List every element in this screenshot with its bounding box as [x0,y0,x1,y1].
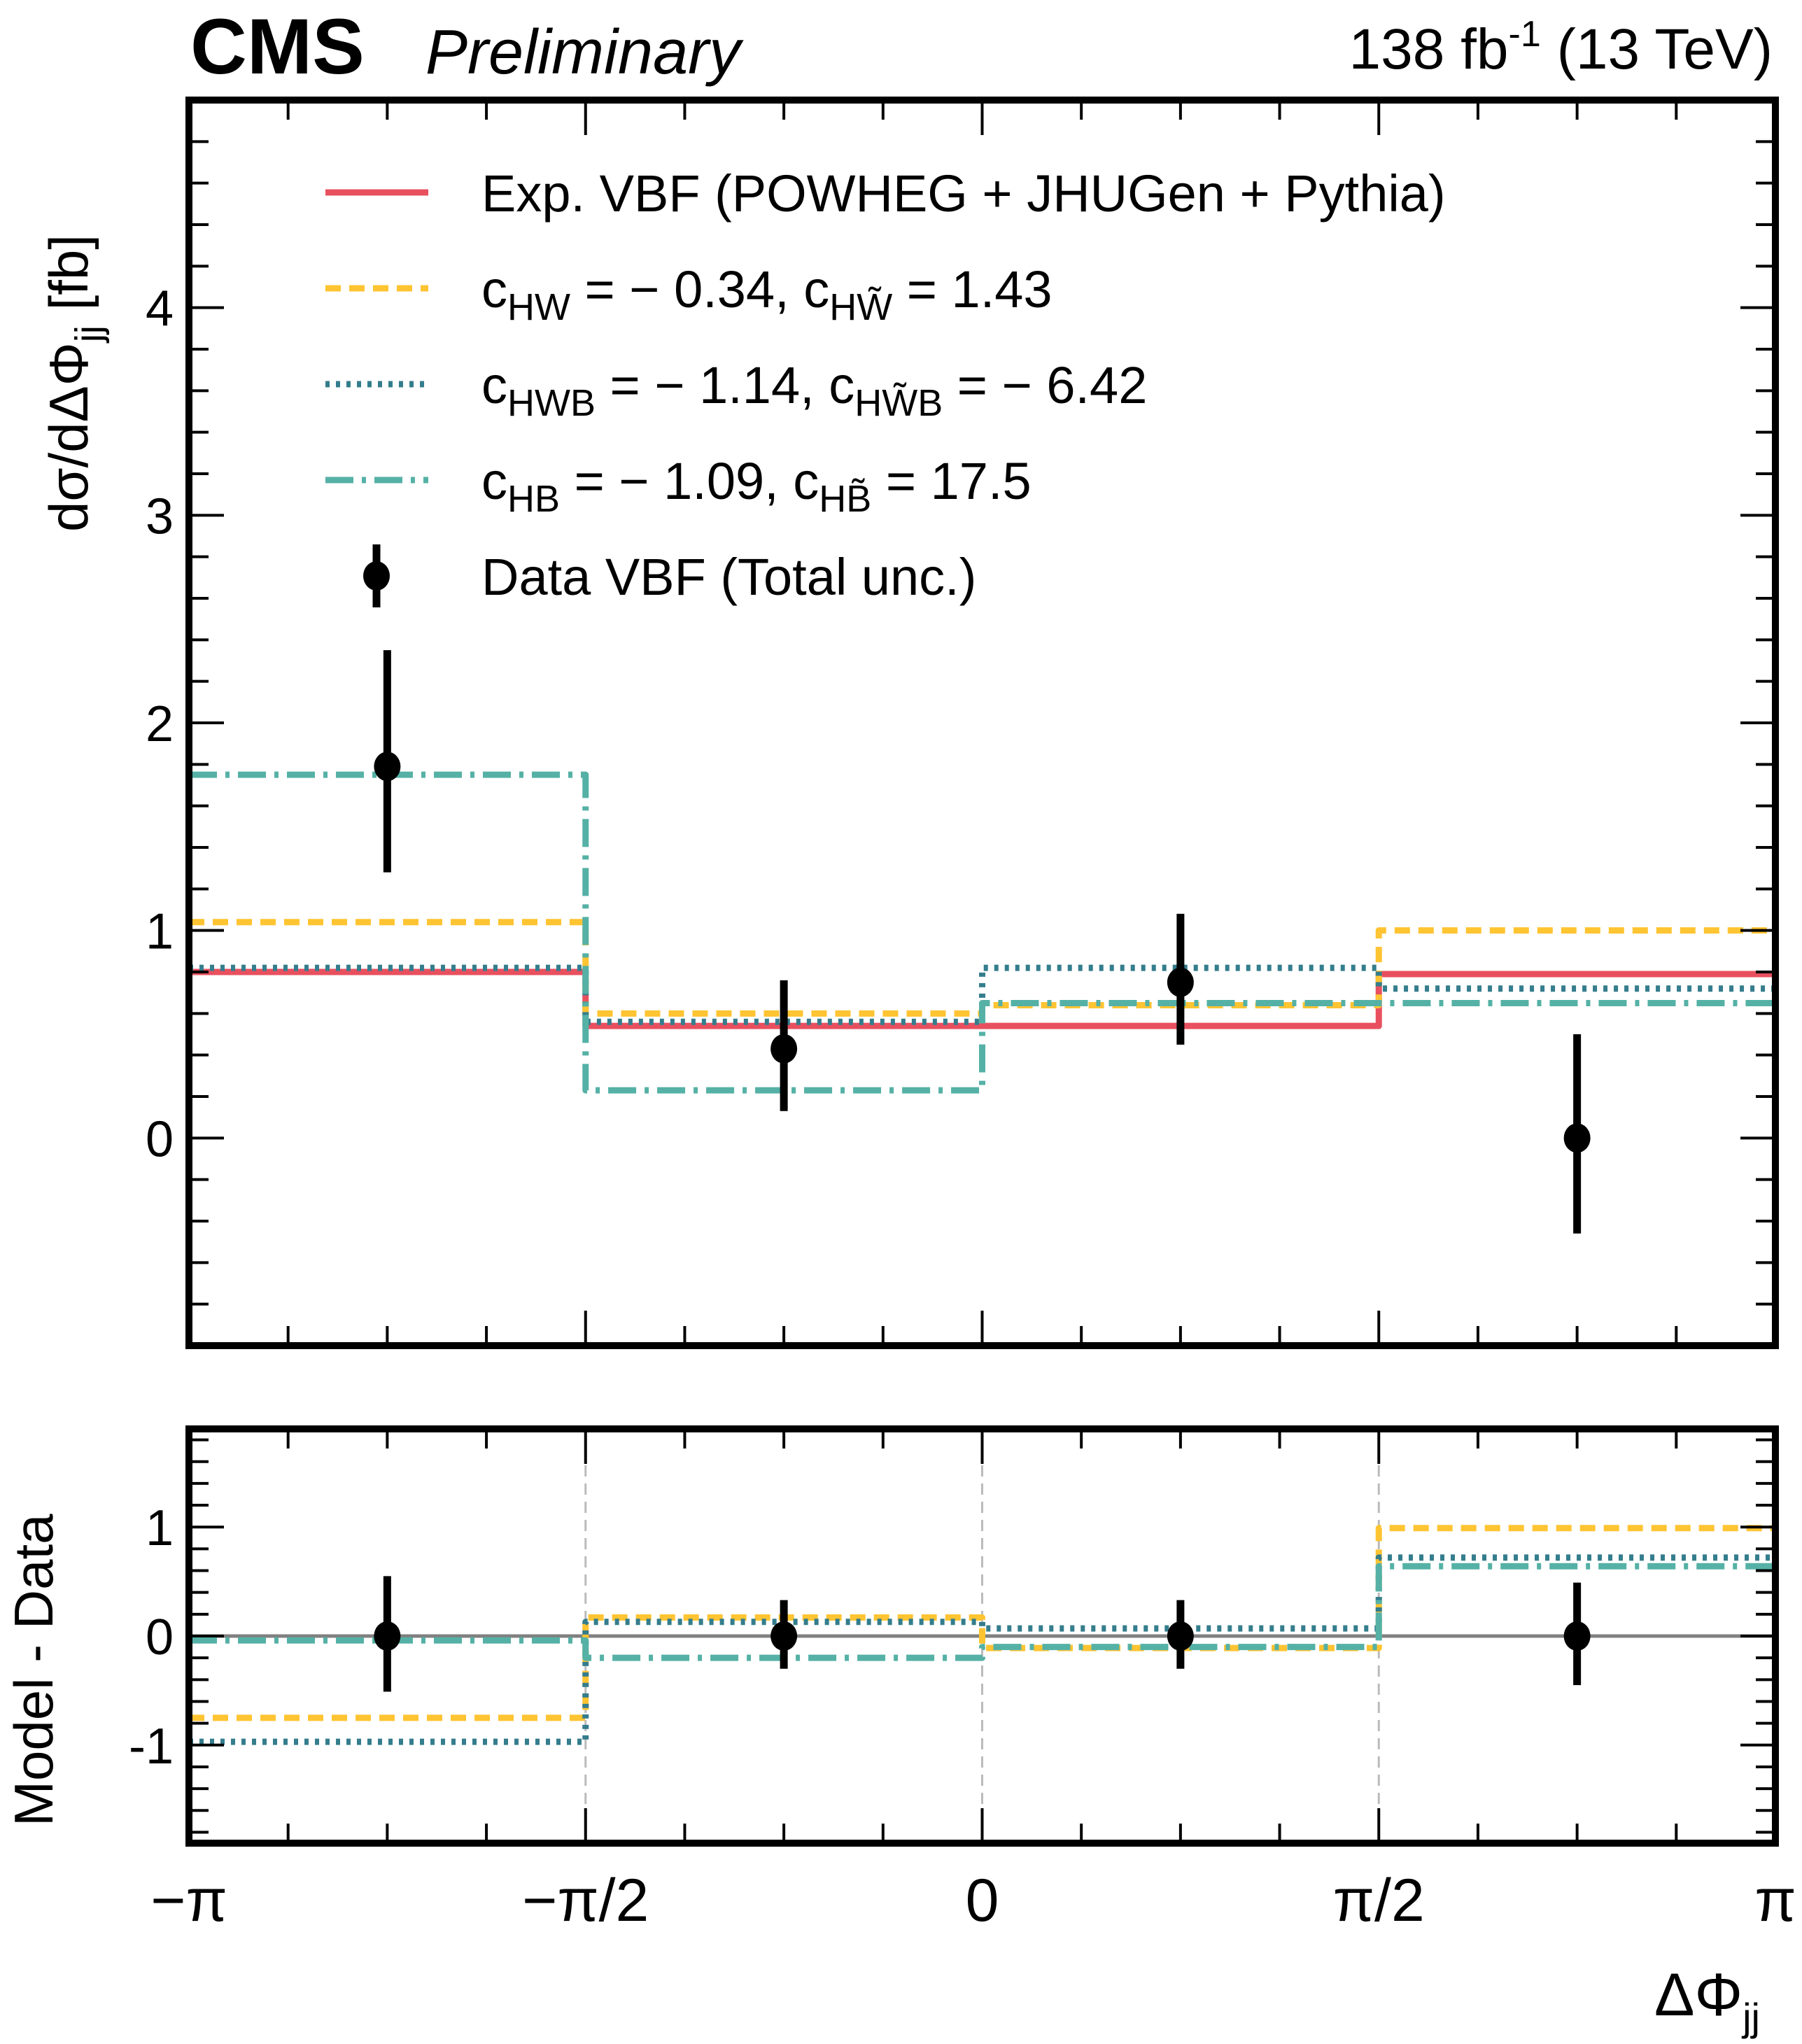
y-tick-label: 0 [146,1609,174,1665]
data-point [1167,1621,1194,1651]
legend-label-part: = 1.43 [892,260,1052,318]
legend-label: cHB = − 1.09, cHB̃ = 17.5 [481,452,1032,520]
legend-label-subscript: HW [507,286,570,328]
ratio-y-axis-title: Model - Data [3,1514,64,1826]
y-axis-title-sub: jj [68,325,110,344]
y-tick-label: -1 [129,1719,174,1775]
x-tick-label: π/2 [1333,1867,1425,1934]
legend-label-part: = − 6.42 [943,356,1147,414]
x-tick-label: 0 [966,1867,999,1934]
series-line-dotted [189,964,1775,1025]
legend-label-part: = − 1.09, c [560,452,819,510]
legend-label-part: c [481,452,507,510]
legend: Exp. VBF (POWHEG + JHUGen + Pythia)cHW =… [325,164,1446,607]
legend-label: cHW = − 0.34, cHW̃ = 1.43 [481,260,1053,328]
legend-entry: Data VBF (Total unc.) [363,544,976,607]
data-point [1563,1123,1591,1153]
energy-value [1541,17,1557,81]
legend-entry: cHW = − 0.34, cHW̃ = 1.43 [325,260,1053,328]
legend-label-subscript: HWB [507,382,596,424]
energy-label: (13 TeV) [1557,17,1773,81]
y-axis-title: dσ/dΔΦjj [fb] [38,234,110,532]
experiment-label: CMS [190,3,365,90]
main-panel: 0 1 2 3 4 dσ/dΔΦjj [fb] [38,97,1779,1349]
series-line-dashed [189,1525,1775,1721]
data-point [1167,967,1194,997]
series-line-dashdot [189,771,1775,1094]
legend-entry: cHWB = − 1.14, cHW̃B = − 6.42 [325,356,1147,424]
y-tick-label: 1 [146,904,174,960]
y-tick-label: 3 [146,488,174,544]
legend-label-part: = 17.5 [871,452,1031,510]
y-axis-title-unit: [fb] [38,234,99,325]
y-tick-label: 1 [146,1500,174,1556]
axes-frame [185,1425,1779,1847]
x-axis-title: ΔΦjj [1654,1961,1760,2039]
legend-entry: cHB = − 1.09, cHB̃ = 17.5 [325,452,1032,520]
axes-frame [185,97,1779,1349]
legend-label-part: c [481,260,507,318]
legend-label-subscript: HW̃ [829,286,892,328]
y-tick-label: 0 [146,1111,174,1167]
legend-label: Data VBF (Total unc.) [481,548,976,606]
chart-header: CMS Preliminary 138 fb-1 (13 TeV) [190,3,1773,90]
series-line-dashed [189,919,1775,1017]
legend-label: Exp. VBF (POWHEG + JHUGen + Pythia) [481,164,1446,223]
data-point [374,752,401,782]
data-point [1563,1621,1591,1651]
luminosity-label: 138 fb-1 (13 TeV) [1349,14,1773,81]
legend-handle-marker [363,561,390,591]
legend-label-part: = − 0.34, c [570,260,829,318]
legend-label: cHWB = − 1.14, cHW̃B = − 6.42 [481,356,1147,424]
luminosity-exponent: -1 [1509,14,1541,55]
legend-label-subscript: HW̃B [854,382,943,424]
data-point [374,1621,401,1651]
legend-entry: Exp. VBF (POWHEG + JHUGen + Pythia) [325,164,1446,223]
legend-label-subscript: HB̃ [819,478,871,520]
legend-label-part: c [481,356,507,414]
status-label: Preliminary [425,17,744,87]
y-axis-title-main: dσ/dΔΦ [38,342,99,532]
x-tick-label: π [1754,1867,1796,1934]
legend-label-part: = − 1.14, c [596,356,854,414]
x-tick-label: −π [150,1867,227,1934]
y-tick-label: 2 [146,696,174,752]
luminosity-value: 138 fb [1349,17,1509,81]
x-tick-label: −π/2 [522,1867,649,1934]
data-point [770,1621,798,1651]
series-line-dashdot [189,1563,1775,1661]
y-tick-label: 4 [146,281,174,337]
legend-label-subscript: HB [507,478,560,520]
x-axis-title-main: ΔΦ [1654,1961,1743,2029]
x-axis-title-sub: jj [1741,1995,1760,2039]
data-point [770,1034,798,1064]
